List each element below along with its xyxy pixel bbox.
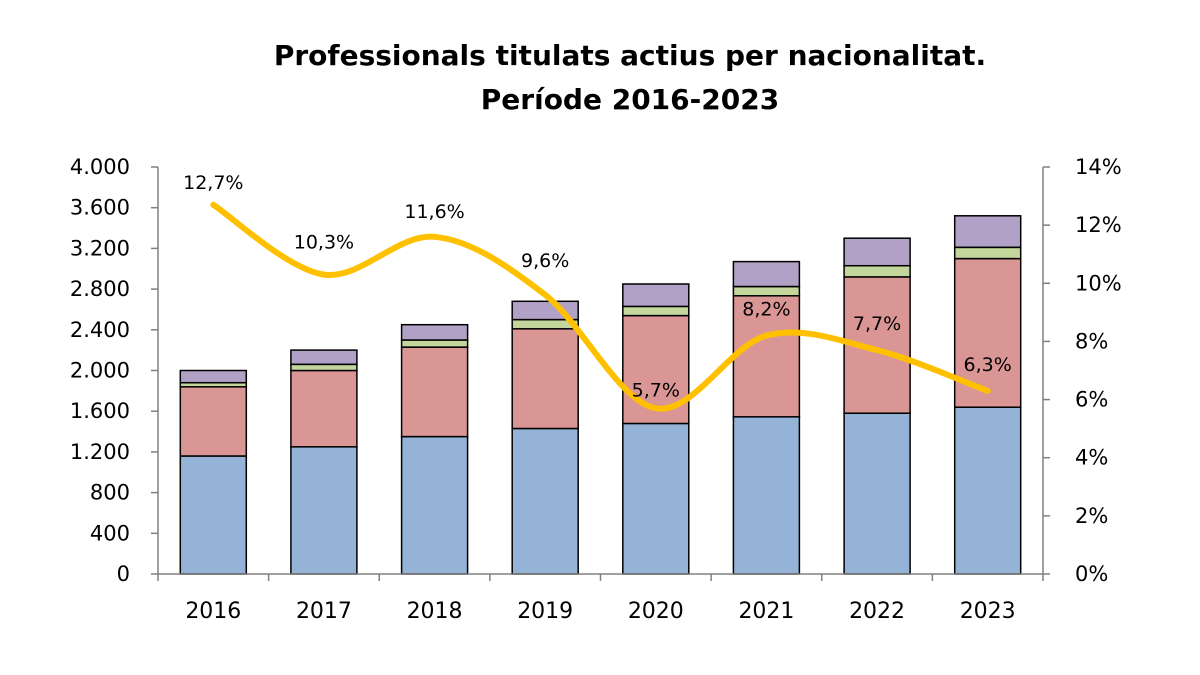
bar-segment-2018-s2 (400, 346, 469, 438)
x-tick-label: 2022 (849, 599, 905, 624)
y-tick-label: 2.000 (70, 359, 130, 383)
bar-segment-2016-s1 (179, 455, 248, 575)
y2-tick-label: 2% (1075, 504, 1108, 528)
bar-segment-2021-s4 (732, 260, 801, 288)
bar-segment-2017-s2 (290, 369, 358, 448)
chart-subtitle: Període 2016-2023 (480, 83, 780, 116)
y2-tick-label: 6% (1075, 388, 1108, 412)
bar-segment-2017-s1 (290, 446, 358, 575)
bar-segment-2020-s3 (622, 305, 690, 317)
line-data-label: 11,6% (404, 201, 464, 223)
chart-title-line-1: Professionals titulats actius per nacion… (273, 39, 987, 72)
bar-segment-2022-s1 (843, 412, 911, 575)
bar-segment-2020-s4 (622, 283, 690, 308)
x-tick-label: 2017 (296, 599, 352, 624)
x-tick-label: 2016 (185, 599, 241, 624)
bar-segment-2017-s4 (290, 349, 358, 366)
x-tick-label: 2023 (960, 599, 1016, 624)
y2-tick-label: 12% (1075, 213, 1122, 237)
bar-segment-2018-s3 (400, 339, 469, 348)
y2-tick-label: 10% (1075, 271, 1122, 295)
bar-segment-2021-s1 (732, 416, 801, 575)
y-tick-label: 800 (90, 481, 130, 505)
bar-segment-2023-s4 (953, 215, 1022, 249)
bar-segment-2019-s1 (511, 427, 579, 575)
bar-segment-2017-s3 (290, 363, 358, 372)
line-data-label: 9,6% (521, 250, 569, 272)
y-tick-label: 3.600 (70, 196, 130, 220)
x-tick-label: 2018 (407, 599, 463, 624)
line-data-label: 10,3% (294, 232, 354, 254)
chart-title: Professionals titulats actius per nacion… (0, 34, 1200, 122)
percentage-line (210, 201, 991, 412)
bar-segment-2020-s1 (622, 422, 690, 575)
y2-tick-label: 4% (1075, 446, 1108, 470)
line-data-label: 6,3% (964, 354, 1012, 376)
y-tick-label: 0 (117, 562, 130, 586)
bar-segment-2023-s1 (953, 406, 1022, 575)
line-data-label: 12,7% (183, 172, 243, 194)
bar-segment-2023-s3 (953, 246, 1022, 260)
bar-segment-2022-s4 (843, 237, 911, 267)
bar-segment-2018-s4 (400, 323, 469, 341)
y-tick-label: 2.800 (70, 277, 130, 301)
y-tick-label: 4.000 (70, 155, 130, 179)
y-tick-label: 1.600 (70, 399, 130, 423)
x-tick-label: 2020 (628, 599, 684, 624)
bar-segment-2016-s2 (179, 386, 248, 457)
line-data-label: 5,7% (632, 379, 680, 401)
y2-tick-label: 14% (1075, 155, 1122, 179)
y2-tick-label: 8% (1075, 329, 1108, 353)
bar-segment-2023-s2 (953, 257, 1022, 408)
x-tick-label: 2019 (517, 599, 573, 624)
line-data-label: 7,7% (853, 313, 901, 335)
y-tick-label: 400 (90, 521, 130, 545)
bar-segment-2019-s2 (511, 328, 579, 430)
y-tick-label: 1.200 (70, 440, 130, 464)
bar-segment-2021-s3 (732, 285, 801, 297)
y-tick-label: 3.200 (70, 236, 130, 260)
bar-segment-2016-s4 (179, 369, 248, 384)
bar-segment-2022-s3 (843, 264, 911, 278)
bar-segment-2018-s1 (400, 435, 469, 575)
line-data-label: 8,2% (742, 299, 790, 321)
x-tick-label: 2021 (738, 599, 794, 624)
y-tick-label: 2.400 (70, 318, 130, 342)
y2-tick-label: 0% (1075, 562, 1108, 586)
bar-segment-2021-s2 (732, 294, 801, 418)
